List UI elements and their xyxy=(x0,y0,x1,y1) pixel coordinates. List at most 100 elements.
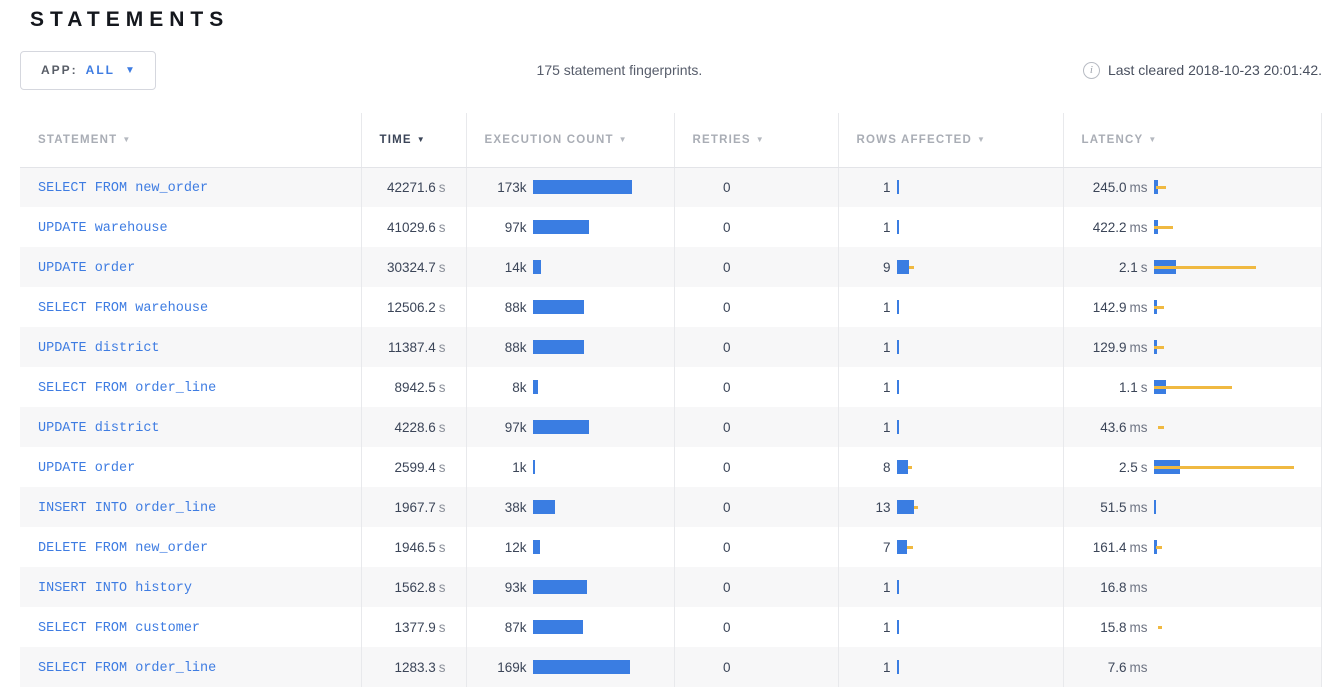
retries-cell: 0 xyxy=(674,407,839,447)
column-header-retries[interactable]: RETRIES ▼ xyxy=(674,113,839,168)
statement-link[interactable]: UPDATE order xyxy=(38,261,136,276)
time-cell: 42271.6 s xyxy=(361,167,467,207)
column-header-rows-affected[interactable]: ROWS AFFECTED ▼ xyxy=(838,113,1064,168)
rows-affected-bar-blue xyxy=(896,300,899,314)
exec-count-bar xyxy=(532,580,587,594)
latency-bar-blue xyxy=(1153,540,1157,554)
latency-cell: 16.8 ms xyxy=(1063,567,1322,607)
retries-cell: 0 xyxy=(674,647,839,687)
statement-link[interactable]: INSERT INTO order_line xyxy=(38,501,217,516)
exec-count-bar xyxy=(532,380,538,394)
time-cell: 12506.2 s xyxy=(361,287,467,327)
execution-count-barchart xyxy=(532,219,674,235)
sort-arrow-icon: ▼ xyxy=(755,134,765,144)
latency-cell: 43.6 ms xyxy=(1063,407,1322,447)
time-cell: 1377.9 s xyxy=(361,607,467,647)
retries-cell: 0 xyxy=(674,447,839,487)
rows-affected-barchart xyxy=(896,619,1063,635)
sort-arrow-icon: ▼ xyxy=(416,134,426,144)
rows-affected-cell: 1 xyxy=(838,327,1064,367)
time-cell: 4228.6 s xyxy=(361,407,467,447)
rows-affected-cell: 1 xyxy=(838,287,1064,327)
exec-count-bar xyxy=(532,180,632,195)
latency-bar-yellow xyxy=(1153,465,1294,469)
latency-barchart xyxy=(1153,299,1321,315)
exec-count-bar xyxy=(532,220,589,234)
rows-affected-barchart xyxy=(896,539,1063,555)
controls-bar: APP: ALL ▼ 175 statement fingerprints. i… xyxy=(20,50,1322,90)
rows-affected-barchart xyxy=(896,299,1063,315)
rows-affected-cell: 1 xyxy=(838,567,1064,607)
app-filter-value: ALL xyxy=(85,63,115,77)
statement-link[interactable]: SELECT FROM order_line xyxy=(38,381,217,396)
latency-bar-yellow xyxy=(1153,265,1256,269)
rows-affected-cell: 9 xyxy=(838,247,1064,287)
rows-affected-bar-blue xyxy=(896,180,899,195)
time-cell: 41029.6 s xyxy=(361,207,467,247)
table-row: SELECT FROM order_line 8942.5 s 8k 0 1 xyxy=(20,367,1322,407)
execution-count-barchart xyxy=(532,379,674,395)
rows-affected-cell: 1 xyxy=(838,207,1064,247)
retries-cell: 0 xyxy=(674,567,839,607)
statement-link[interactable]: SELECT FROM customer xyxy=(38,621,201,636)
time-cell: 2599.4 s xyxy=(361,447,467,487)
rows-affected-bar-blue xyxy=(896,380,899,394)
latency-cell: 51.5 ms xyxy=(1063,487,1322,527)
retries-cell: 0 xyxy=(674,207,839,247)
retries-cell: 0 xyxy=(674,607,839,647)
table-row: DELETE FROM new_order 1946.5 s 12k 0 7 xyxy=(20,527,1322,567)
statement-link[interactable]: SELECT FROM warehouse xyxy=(38,301,209,316)
table-row: SELECT FROM order_line 1283.3 s 169k 0 1 xyxy=(20,647,1322,687)
exec-count-bar xyxy=(532,460,535,474)
table-row: SELECT FROM customer 1377.9 s 87k 0 1 xyxy=(20,607,1322,647)
table-row: UPDATE warehouse 41029.6 s 97k 0 1 xyxy=(20,207,1322,247)
execution-count-cell: 173k xyxy=(466,167,675,207)
statement-link[interactable]: SELECT FROM new_order xyxy=(38,181,209,197)
rows-affected-cell: 1 xyxy=(838,367,1064,407)
app-filter-dropdown[interactable]: APP: ALL ▼ xyxy=(20,50,156,90)
last-cleared-text: Last cleared 2018-10-23 20:01:42. xyxy=(1107,62,1322,78)
column-header-latency[interactable]: LATENCY ▼ xyxy=(1063,113,1322,168)
time-cell: 30324.7 s xyxy=(361,247,467,287)
column-header-time[interactable]: TIME ▼ xyxy=(361,113,467,168)
latency-bar-blue xyxy=(1153,500,1156,514)
info-icon[interactable]: i xyxy=(1082,61,1100,79)
execution-count-cell: 93k xyxy=(466,567,675,607)
statement-link[interactable]: DELETE FROM new_order xyxy=(38,541,209,556)
latency-bar-yellow xyxy=(1155,185,1166,190)
latency-bar-yellow xyxy=(1157,425,1164,429)
sort-arrow-icon: ▼ xyxy=(976,134,987,144)
latency-cell: 161.4 ms xyxy=(1063,527,1322,567)
column-header-execution-count[interactable]: EXECUTION COUNT ▼ xyxy=(466,113,675,168)
execution-count-barchart xyxy=(532,299,674,315)
statement-link[interactable]: UPDATE district xyxy=(38,421,160,436)
time-cell: 1562.8 s xyxy=(361,567,467,607)
latency-cell: 2.5 s xyxy=(1063,447,1322,487)
column-header-statement[interactable]: STATEMENT ▼ xyxy=(20,113,362,168)
rows-affected-cell: 8 xyxy=(838,447,1064,487)
latency-barchart xyxy=(1153,539,1321,555)
retries-cell: 0 xyxy=(674,527,839,567)
latency-barchart xyxy=(1153,339,1321,355)
latency-barchart xyxy=(1154,659,1321,675)
statement-link[interactable]: UPDATE warehouse xyxy=(38,221,168,236)
statement-link[interactable]: UPDATE district xyxy=(38,341,160,356)
statement-link[interactable]: INSERT INTO history xyxy=(38,581,192,596)
execution-count-barchart xyxy=(532,579,674,595)
table-body: SELECT FROM new_order 42271.6 s 173k 0 1 xyxy=(20,167,1322,687)
sort-arrow-icon: ▼ xyxy=(618,134,628,144)
execution-count-barchart xyxy=(532,339,674,355)
execution-count-cell: 97k xyxy=(466,207,675,247)
rows-affected-cell: 1 xyxy=(838,607,1064,647)
rows-affected-barchart xyxy=(896,659,1063,675)
time-cell: 8942.5 s xyxy=(361,367,467,407)
statement-link[interactable]: UPDATE order xyxy=(38,461,136,476)
rows-affected-barchart xyxy=(896,419,1063,435)
rows-affected-barchart xyxy=(896,379,1063,395)
table-row: SELECT FROM warehouse 12506.2 s 88k 0 1 xyxy=(20,287,1322,327)
statement-link[interactable]: SELECT FROM order_line xyxy=(38,661,217,676)
execution-count-cell: 12k xyxy=(466,527,675,567)
latency-barchart xyxy=(1153,259,1321,275)
rows-affected-barchart xyxy=(896,179,1063,195)
rows-affected-bar-blue xyxy=(896,660,899,674)
